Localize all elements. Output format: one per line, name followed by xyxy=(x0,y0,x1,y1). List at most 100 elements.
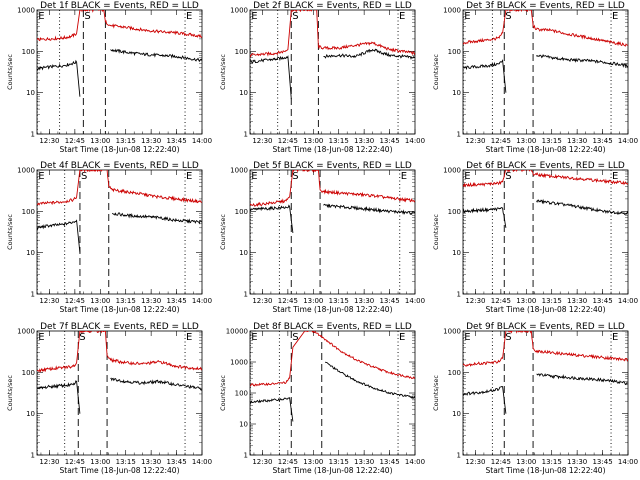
x-tick-label: 13:45 xyxy=(379,297,399,305)
x-tick-label: 12:30 xyxy=(39,137,59,145)
x-tick-label: 12:30 xyxy=(39,458,59,466)
marker-label: S xyxy=(84,11,90,22)
x-tick-label: 14:00 xyxy=(405,297,425,305)
x-tick-label: 12:45 xyxy=(491,137,511,145)
panel-title: Det 2f BLACK = Events, RED = LLD xyxy=(253,1,412,11)
series-lld-line xyxy=(250,170,415,208)
series-events-line xyxy=(463,373,628,414)
y-tick-label: 100 xyxy=(22,369,35,377)
y-tick-label: 1 xyxy=(31,452,35,460)
y-tick-label: 1000 xyxy=(230,167,248,175)
marker-label: E xyxy=(251,332,257,343)
y-axis-label: Counts/sec xyxy=(6,375,14,411)
x-tick-label: 14:00 xyxy=(618,137,638,145)
x-tick-label: 13:45 xyxy=(592,458,612,466)
x-tick-label: 13:00 xyxy=(516,137,536,145)
x-tick-label: 13:45 xyxy=(166,137,186,145)
y-tick-label: 1000 xyxy=(443,167,461,175)
series-group xyxy=(463,170,628,228)
x-tick-label: 14:00 xyxy=(618,297,638,305)
marker-label: E xyxy=(464,11,470,22)
x-tick-label: 12:30 xyxy=(465,297,485,305)
x-tick-label: 13:45 xyxy=(592,297,612,305)
x-tick-label: 14:00 xyxy=(405,458,425,466)
y-tick-label: 100 xyxy=(448,369,461,377)
y-tick-label: 10000 xyxy=(226,328,248,336)
y-tick-label: 10 xyxy=(239,89,248,97)
x-tick-label: 12:45 xyxy=(491,297,511,305)
panel-title: Det 7f BLACK = Events, RED = LLD xyxy=(40,322,199,332)
marker-label: E xyxy=(612,332,618,343)
x-tick-label: 13:00 xyxy=(90,137,110,145)
panel-det-8: Det 8f BLACK = Events, RED = LLD 12:30 12:… xyxy=(219,322,425,475)
series-events-line xyxy=(250,203,415,233)
y-tick-label: 1 xyxy=(31,131,35,139)
y-tick-label: 10 xyxy=(239,421,248,429)
series-events-line xyxy=(37,48,202,97)
x-tick-label: 13:15 xyxy=(116,137,136,145)
y-axis-label: Counts/sec xyxy=(6,214,14,250)
series-group xyxy=(37,170,202,253)
panel-det-9: Det 9f BLACK = Events, RED = LLD 12:30 12:… xyxy=(432,322,638,475)
y-tick-label: 1000 xyxy=(443,328,461,336)
y-tick-label: 10 xyxy=(452,89,461,97)
y-axis-label: Counts/sec xyxy=(432,54,440,90)
y-tick-label: 1000 xyxy=(17,7,35,15)
series-lld-line xyxy=(250,10,415,58)
y-tick-label: 100 xyxy=(235,48,248,56)
series-group xyxy=(250,170,415,233)
x-tick-label: 13:30 xyxy=(141,458,161,466)
panel-det-4: Det 4f BLACK = Events, RED = LLD 12:30 12:… xyxy=(6,161,212,314)
marker-label: E xyxy=(38,171,44,182)
x-tick-label: 12:30 xyxy=(252,458,272,466)
x-tick-label: 13:30 xyxy=(567,297,587,305)
series-group xyxy=(463,10,628,93)
plot-frame xyxy=(36,9,203,135)
marker-label: E xyxy=(251,11,257,22)
x-tick-label: 13:30 xyxy=(141,137,161,145)
series-events-line xyxy=(250,48,415,100)
x-tick-label: 13:45 xyxy=(379,458,399,466)
marker-label: S xyxy=(292,332,298,343)
x-tick-label: 13:45 xyxy=(592,137,612,145)
y-tick-label: 10 xyxy=(26,410,35,418)
series-events-line xyxy=(463,54,628,93)
marker-label: E xyxy=(38,332,44,343)
y-tick-label: 1 xyxy=(244,291,248,299)
x-tick-label: 12:45 xyxy=(278,137,298,145)
y-tick-label: 100 xyxy=(235,390,248,398)
x-tick-label: 14:00 xyxy=(405,137,425,145)
series-lld-line xyxy=(37,170,202,206)
x-tick-label: 13:15 xyxy=(542,297,562,305)
series-lld-line xyxy=(37,10,202,42)
x-tick-label: 13:30 xyxy=(141,297,161,305)
plot-frame xyxy=(462,330,629,456)
y-tick-label: 1 xyxy=(457,131,461,139)
y-tick-label: 10 xyxy=(452,410,461,418)
x-tick-label: 13:15 xyxy=(329,297,349,305)
panel-det-3: Det 3f BLACK = Events, RED = LLD 12:30 12:… xyxy=(432,1,638,154)
marker-label: E xyxy=(612,11,618,22)
marker-label: S xyxy=(81,171,87,182)
x-tick-label: 13:30 xyxy=(354,297,374,305)
marker-label: E xyxy=(464,171,470,182)
x-axis-label: Start Time (18-Jun-08 12:22:40) xyxy=(273,466,393,475)
y-axis-label: Counts/sec xyxy=(219,54,227,90)
x-tick-label: 12:45 xyxy=(65,458,85,466)
marker-label: E xyxy=(186,11,192,22)
x-tick-label: 13:00 xyxy=(90,458,110,466)
series-group xyxy=(250,10,415,100)
y-tick-label: 100 xyxy=(235,208,248,216)
plot-frame xyxy=(462,9,629,135)
marker-label: S xyxy=(292,11,298,22)
x-tick-label: 13:45 xyxy=(166,297,186,305)
series-group xyxy=(250,331,415,422)
x-tick-label: 12:45 xyxy=(491,458,511,466)
panel-det-5: Det 5f BLACK = Events, RED = LLD 12:30 12:… xyxy=(219,161,425,314)
panel-det-7: Det 7f BLACK = Events, RED = LLD 12:30 12:… xyxy=(6,322,212,475)
x-tick-label: 14:00 xyxy=(192,458,212,466)
x-tick-label: 13:15 xyxy=(329,458,349,466)
x-tick-label: 13:15 xyxy=(542,458,562,466)
x-tick-label: 13:15 xyxy=(542,137,562,145)
panel-det-2: Det 2f BLACK = Events, RED = LLD 12:30 12:… xyxy=(219,1,425,154)
